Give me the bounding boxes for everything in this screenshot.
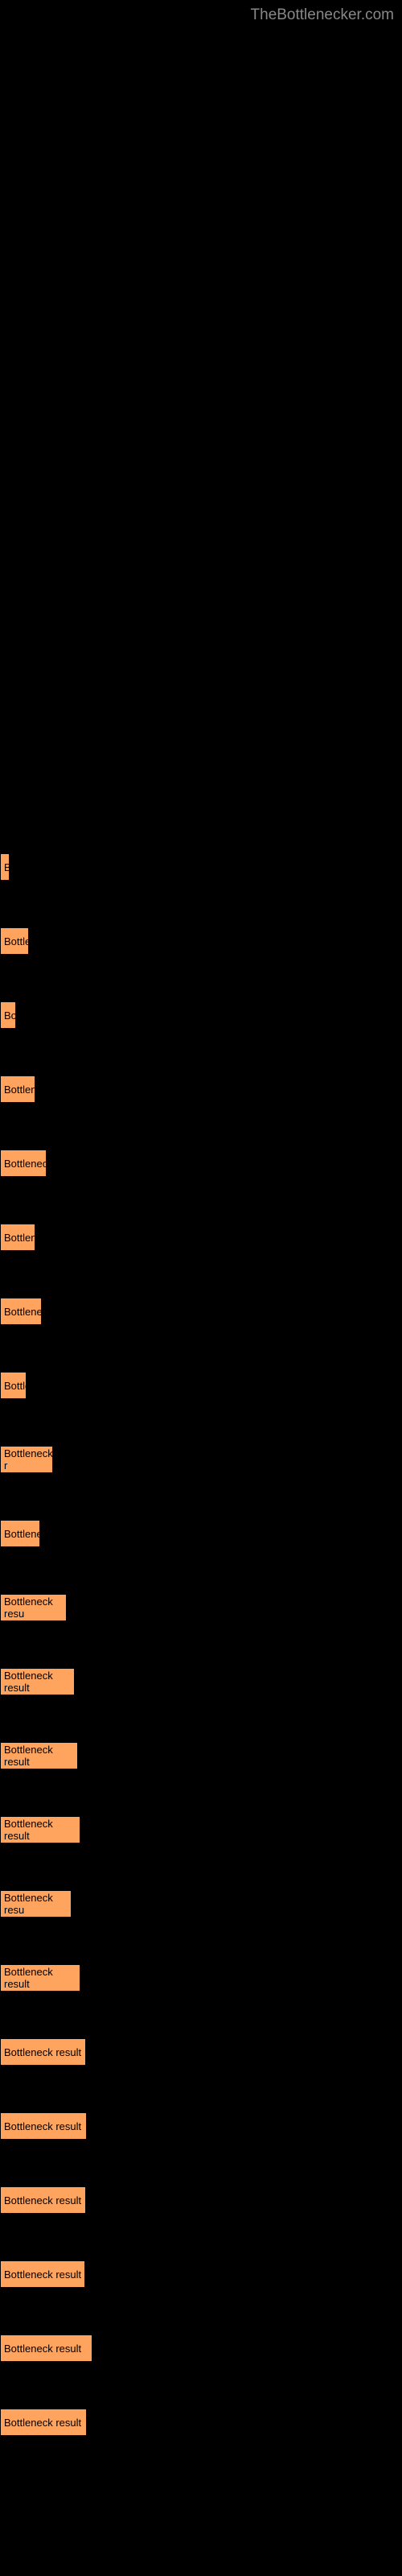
bottleneck-item: Bottleneck result bbox=[0, 2409, 402, 2436]
bottleneck-bar: Bottle bbox=[0, 1372, 27, 1399]
bottleneck-item: Bottler bbox=[0, 927, 402, 955]
bottleneck-bar: Bottleneck result bbox=[0, 2409, 87, 2436]
bottleneck-item: Bottleneck result bbox=[0, 1816, 402, 1843]
bottleneck-item: Bottleneck r bbox=[0, 1446, 402, 1473]
bottleneck-bar: Bottlenec bbox=[0, 1520, 40, 1547]
bottleneck-bar: Bottleneck bbox=[0, 1150, 47, 1177]
bottleneck-item: Bottleneck resu bbox=[0, 1594, 402, 1621]
bottleneck-bar: Bottleneck result bbox=[0, 2038, 86, 2066]
bottleneck-bar: B bbox=[0, 853, 10, 881]
top-spacer bbox=[0, 0, 402, 853]
bottleneck-item: Bottleneck result bbox=[0, 2186, 402, 2214]
bottleneck-item: Bottleneck result bbox=[0, 1668, 402, 1695]
bottleneck-item: B bbox=[0, 853, 402, 881]
bottleneck-item: Bottlenec bbox=[0, 1520, 402, 1547]
bottleneck-item: Bottlenec bbox=[0, 1298, 402, 1325]
bottleneck-item: Bottleneck result bbox=[0, 1742, 402, 1769]
watermark: TheBottlenecker.com bbox=[251, 6, 394, 24]
bottleneck-bar: Bottlene bbox=[0, 1224, 35, 1251]
bottleneck-list: B Bottler Bo Bottlene Bottleneck Bottlene Bott… bbox=[0, 853, 402, 2483]
bottleneck-bar: Bottleneck resu bbox=[0, 1890, 72, 1918]
bottleneck-bar: Bottlenec bbox=[0, 1298, 42, 1325]
bottleneck-bar: Bottleneck result bbox=[0, 1816, 80, 1843]
bottleneck-bar: Bottleneck result bbox=[0, 2112, 87, 2140]
bottleneck-item: Bottleneck resu bbox=[0, 1890, 402, 1918]
bottleneck-bar: Bottler bbox=[0, 927, 29, 955]
bottleneck-item: Bottleneck bbox=[0, 1150, 402, 1177]
bottleneck-item: Bottleneck result bbox=[0, 2334, 402, 2362]
bottleneck-bar: Bottleneck result bbox=[0, 2186, 86, 2214]
bottleneck-item: Bottleneck result bbox=[0, 2038, 402, 2066]
bottleneck-bar: Bottleneck result bbox=[0, 2260, 85, 2288]
bottleneck-bar: Bottleneck result bbox=[0, 1668, 75, 1695]
bottleneck-item: Bottleneck result bbox=[0, 2112, 402, 2140]
bottleneck-bar: Bottleneck r bbox=[0, 1446, 53, 1473]
bottleneck-bar: Bottleneck resu bbox=[0, 1594, 67, 1621]
bottleneck-item: Bottleneck result bbox=[0, 1964, 402, 1992]
bottleneck-item: Bottle bbox=[0, 1372, 402, 1399]
bottleneck-bar: Bo bbox=[0, 1001, 16, 1029]
bottleneck-item: Bottleneck result bbox=[0, 2260, 402, 2288]
bottleneck-item: Bo bbox=[0, 1001, 402, 1029]
bottleneck-bar: Bottleneck result bbox=[0, 1742, 78, 1769]
bottleneck-bar: Bottleneck result bbox=[0, 1964, 80, 1992]
bottleneck-item: Bottlene bbox=[0, 1075, 402, 1103]
bottleneck-item: Bottlene bbox=[0, 1224, 402, 1251]
bottleneck-bar: Bottleneck result bbox=[0, 2334, 92, 2362]
bottleneck-bar: Bottlene bbox=[0, 1075, 35, 1103]
